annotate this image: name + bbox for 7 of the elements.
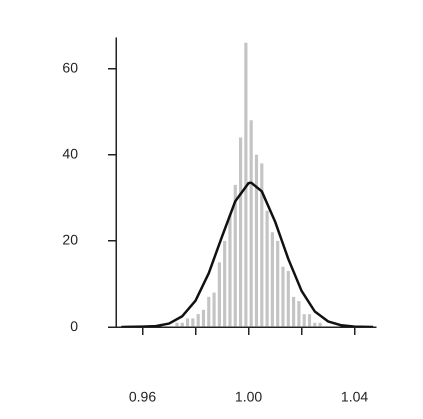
x-tick-label: 1.04	[340, 388, 368, 404]
y-tick-label: 60	[62, 59, 78, 76]
y-tick-label: 40	[62, 146, 78, 162]
y-tick-label: 0	[70, 318, 78, 334]
y-tick-label: 20	[62, 232, 78, 248]
x-tick-label: 0.96	[128, 388, 156, 404]
x-tick-label: 1.00	[234, 388, 262, 404]
